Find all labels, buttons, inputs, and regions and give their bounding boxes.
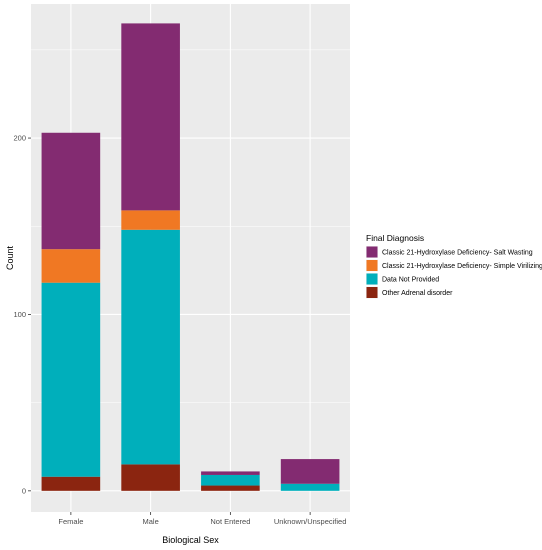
bar-segment [121,210,180,230]
bar-segment [201,485,260,491]
x-tick-label: Unknown/Unspecified [274,517,347,526]
legend-swatch [366,287,378,298]
bar-segment [41,132,101,250]
legend-label: Classic 21-Hydroxylase Deficiency- Salt … [382,250,533,257]
legend-swatch [366,246,378,258]
bar-segment [201,474,260,486]
legend-label: Other Adrenal disorder [382,290,453,297]
x-tick-label: Male [142,517,158,526]
bar-segment [280,483,340,491]
legend-swatch [366,273,378,285]
y-axis-title: Count [5,246,15,271]
y-tick-label: 100 [13,310,26,319]
bar-segment [41,249,101,283]
x-axis-title: Biological Sex [162,535,219,545]
legend-swatch [366,260,378,271]
y-tick-label: 200 [13,134,26,143]
bar-segment [41,476,101,491]
legend-title: Final Diagnosis [366,233,424,243]
x-axis-ticks: Female Male Not Entered Unknown/Unspecified [58,512,346,526]
bar-segment [121,23,180,211]
bar-segment [201,471,260,475]
bar-segment [41,282,101,477]
bar-segment [280,459,340,484]
y-axis-ticks: 0 100 200 [13,134,31,495]
bars [41,23,340,491]
x-tick-label: Not Entered [210,517,250,526]
legend: Final Diagnosis Classic 21-Hydroxylase D… [366,233,542,299]
bar-segment [121,229,180,465]
bar-segment [121,464,180,491]
y-tick-label: 0 [22,486,26,495]
legend-label: Data Not Provided [382,277,439,284]
legend-label: Classic 21-Hydroxylase Deficiency- Simpl… [382,263,542,270]
x-tick-label: Female [58,517,83,526]
